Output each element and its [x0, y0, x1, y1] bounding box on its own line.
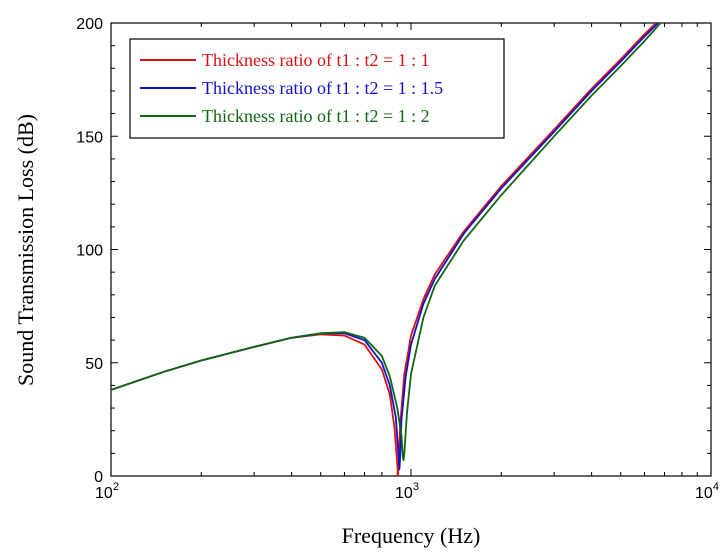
- y-tick-label: 50: [85, 356, 103, 373]
- x-tick-label: 104: [695, 481, 719, 502]
- y-tick-label: 150: [76, 129, 103, 146]
- y-axis-title: Sound Transmission Loss (dB): [13, 114, 38, 386]
- x-axis-title: Frequency (Hz): [342, 523, 481, 548]
- legend-label: Thickness ratio of t1 : t2 = 1 : 1: [202, 50, 430, 70]
- legend: Thickness ratio of t1 : t2 = 1 : 1 Thickn…: [129, 38, 505, 139]
- y-tick-label: 0: [94, 469, 103, 486]
- y-tick-label: 200: [76, 16, 103, 33]
- series-line-3: [111, 23, 662, 461]
- y-tick-label: 100: [76, 243, 103, 260]
- series-lines: [111, 23, 662, 476]
- legend-label: Thickness ratio of t1 : t2 = 1 : 1.5: [202, 78, 443, 98]
- x-tick-labels: 102 103 104: [95, 481, 719, 502]
- x-tick-label: 102: [95, 481, 119, 502]
- legend-label: Thickness ratio of t1 : t2 = 1 : 2: [202, 106, 430, 126]
- x-tick-label: 103: [395, 481, 419, 502]
- y-tick-labels: 0 50 100 150 200: [76, 16, 103, 486]
